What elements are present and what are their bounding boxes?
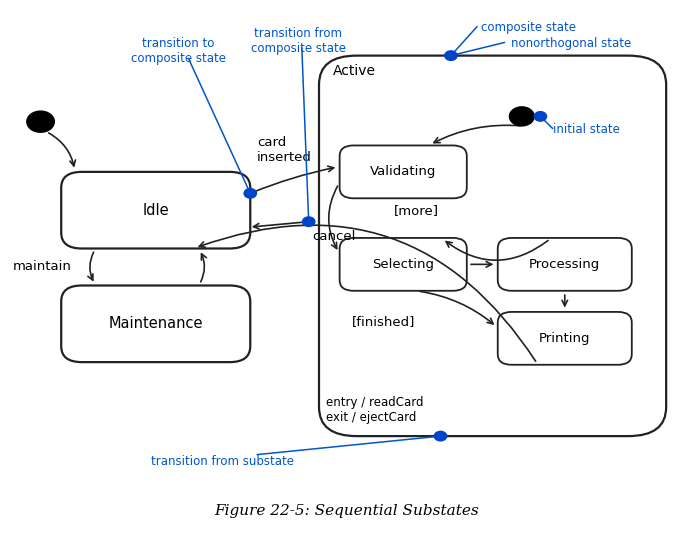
Text: nonorthogonal state: nonorthogonal state bbox=[511, 37, 632, 50]
Text: transition to
composite state: transition to composite state bbox=[130, 37, 226, 65]
FancyBboxPatch shape bbox=[319, 56, 666, 436]
Circle shape bbox=[534, 112, 547, 121]
FancyBboxPatch shape bbox=[498, 238, 632, 291]
Text: maintain: maintain bbox=[13, 261, 72, 273]
Circle shape bbox=[509, 107, 534, 126]
FancyBboxPatch shape bbox=[340, 145, 467, 198]
Text: Active: Active bbox=[333, 64, 376, 77]
FancyBboxPatch shape bbox=[61, 172, 250, 248]
Text: Printing: Printing bbox=[539, 332, 590, 345]
Circle shape bbox=[435, 431, 447, 441]
Text: Maintenance: Maintenance bbox=[109, 316, 203, 331]
Text: composite state: composite state bbox=[480, 21, 576, 34]
Text: cancel: cancel bbox=[312, 230, 356, 242]
Text: Figure 22-5: Sequential Substates: Figure 22-5: Sequential Substates bbox=[214, 504, 479, 518]
Text: Idle: Idle bbox=[143, 203, 169, 218]
Text: transition from
composite state: transition from composite state bbox=[251, 27, 346, 54]
Text: Validating: Validating bbox=[370, 166, 437, 178]
Text: Selecting: Selecting bbox=[372, 258, 435, 271]
Text: card
inserted: card inserted bbox=[257, 136, 312, 164]
FancyBboxPatch shape bbox=[61, 286, 250, 362]
Text: entry / readCard
exit / ejectCard: entry / readCard exit / ejectCard bbox=[326, 396, 423, 425]
Text: transition from substate: transition from substate bbox=[151, 454, 295, 468]
Circle shape bbox=[445, 51, 457, 60]
Circle shape bbox=[303, 217, 315, 226]
Text: initial state: initial state bbox=[553, 123, 620, 136]
Text: [finished]: [finished] bbox=[352, 315, 416, 327]
Text: [more]: [more] bbox=[394, 204, 439, 217]
FancyBboxPatch shape bbox=[340, 238, 467, 291]
FancyBboxPatch shape bbox=[498, 312, 632, 365]
Circle shape bbox=[27, 111, 54, 132]
Circle shape bbox=[244, 189, 256, 198]
Text: Processing: Processing bbox=[529, 258, 600, 271]
